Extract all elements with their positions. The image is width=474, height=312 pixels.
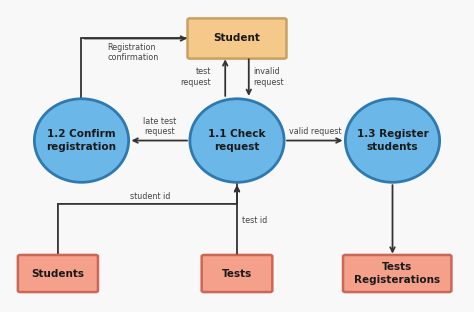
Ellipse shape <box>190 99 284 182</box>
Text: late test
request: late test request <box>143 116 176 136</box>
Text: test id: test id <box>242 217 267 226</box>
Text: student id: student id <box>129 192 170 201</box>
Ellipse shape <box>35 99 128 182</box>
FancyBboxPatch shape <box>18 255 98 292</box>
FancyBboxPatch shape <box>343 255 451 292</box>
Text: 1.1 Check
request: 1.1 Check request <box>208 129 266 152</box>
Text: 1.3 Register
students: 1.3 Register students <box>356 129 428 152</box>
Text: test
request: test request <box>181 67 211 87</box>
Text: 1.2 Confirm
registration: 1.2 Confirm registration <box>46 129 117 152</box>
Text: invalid
request: invalid request <box>254 67 284 87</box>
Text: Tests: Tests <box>222 269 252 279</box>
Ellipse shape <box>346 99 439 182</box>
Text: Student: Student <box>214 33 260 43</box>
FancyBboxPatch shape <box>201 255 273 292</box>
FancyBboxPatch shape <box>188 18 286 59</box>
Text: Registration
confirmation: Registration confirmation <box>108 43 159 62</box>
Text: Tests
Registerations: Tests Registerations <box>354 262 440 285</box>
Text: Students: Students <box>31 269 84 279</box>
Text: valid request: valid request <box>289 127 341 136</box>
